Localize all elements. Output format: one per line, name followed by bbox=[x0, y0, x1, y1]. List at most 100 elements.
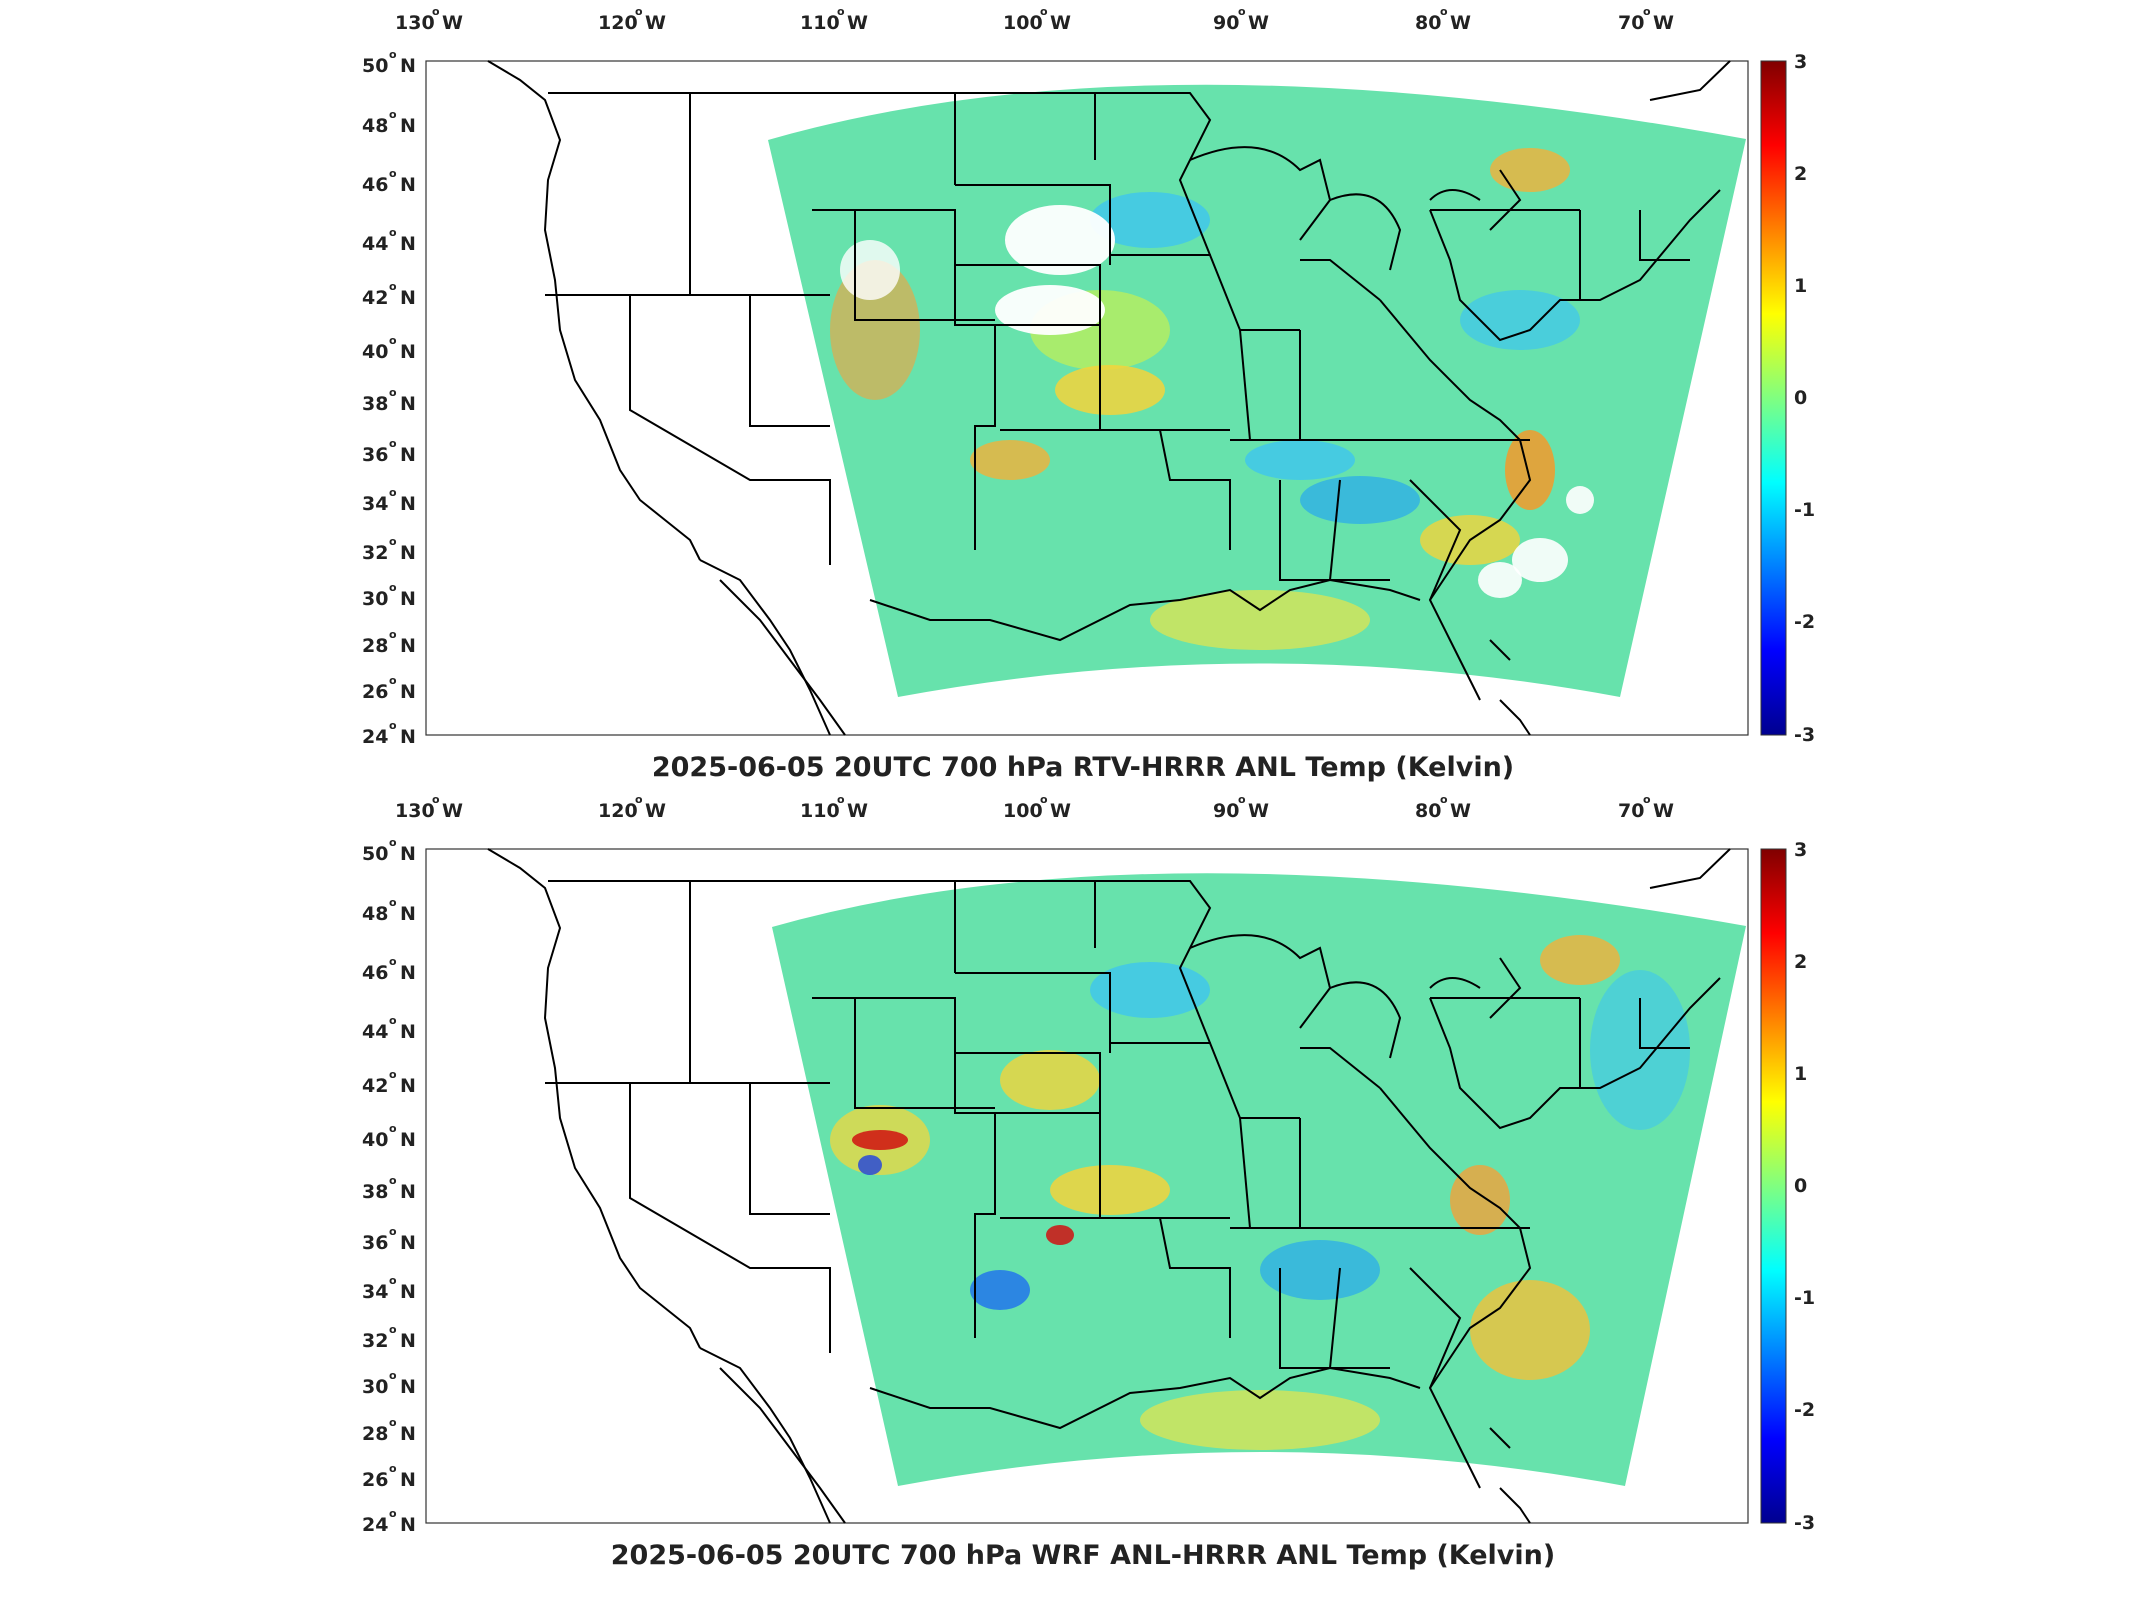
svg-text:44: 44 bbox=[362, 233, 388, 255]
svg-text:N: N bbox=[400, 1021, 416, 1043]
svg-text:N: N bbox=[400, 1281, 416, 1303]
svg-text:W: W bbox=[1050, 12, 1071, 34]
svg-text:N: N bbox=[400, 393, 416, 415]
colorbar-tick-1-3: 0 bbox=[1794, 387, 1807, 409]
field-patches-2 bbox=[830, 935, 1690, 1450]
map-frame-2 bbox=[425, 848, 1749, 1524]
svg-text:120: 120 bbox=[598, 12, 638, 34]
svg-text:o: o bbox=[389, 1068, 397, 1081]
svg-text:o: o bbox=[389, 280, 397, 293]
svg-text:o: o bbox=[389, 486, 397, 499]
svg-text:N: N bbox=[400, 444, 416, 466]
svg-text:W: W bbox=[847, 12, 868, 34]
svg-text:o: o bbox=[389, 1174, 397, 1187]
colorbar-tick-2-0: 3 bbox=[1794, 839, 1807, 861]
panel-title-1: 2025-06-05 20UTC 700 hPa RTV-HRRR ANL Te… bbox=[652, 752, 1514, 783]
svg-text:o: o bbox=[389, 334, 397, 347]
svg-text:o: o bbox=[432, 5, 440, 18]
colorbar-tick-2-1: 2 bbox=[1794, 951, 1807, 973]
svg-text:o: o bbox=[1238, 793, 1246, 806]
svg-text:N: N bbox=[400, 1330, 416, 1352]
colorbar-tick-1-5: -2 bbox=[1794, 611, 1815, 633]
svg-text:130: 130 bbox=[395, 800, 435, 822]
svg-text:90: 90 bbox=[1213, 800, 1239, 822]
svg-text:110: 110 bbox=[800, 12, 840, 34]
svg-text:N: N bbox=[400, 726, 416, 748]
svg-text:o: o bbox=[389, 581, 397, 594]
svg-text:o: o bbox=[389, 1323, 397, 1336]
colorbar-tick-2-3: 0 bbox=[1794, 1175, 1807, 1197]
svg-text:50: 50 bbox=[362, 843, 388, 865]
coastline-and-borders-2 bbox=[487, 848, 1731, 1524]
colorbar-tick-2-4: -1 bbox=[1794, 1287, 1815, 1309]
svg-text:o: o bbox=[389, 674, 397, 687]
svg-text:110: 110 bbox=[800, 800, 840, 822]
svg-text:W: W bbox=[645, 12, 666, 34]
svg-text:o: o bbox=[389, 108, 397, 121]
svg-text:W: W bbox=[1450, 12, 1471, 34]
svg-text:N: N bbox=[400, 174, 416, 196]
svg-text:o: o bbox=[1040, 793, 1048, 806]
svg-text:o: o bbox=[389, 955, 397, 968]
colorbar-2: 3 2 1 0 -1 -2 -3 bbox=[1760, 839, 1815, 1534]
svg-text:W: W bbox=[1450, 800, 1471, 822]
svg-text:36: 36 bbox=[362, 444, 388, 466]
coastline-and-borders-1 bbox=[487, 60, 1731, 736]
svg-text:N: N bbox=[400, 341, 416, 363]
svg-text:N: N bbox=[400, 962, 416, 984]
svg-text:N: N bbox=[400, 1129, 416, 1151]
svg-text:o: o bbox=[389, 896, 397, 909]
svg-text:38: 38 bbox=[362, 393, 388, 415]
svg-text:N: N bbox=[400, 635, 416, 657]
svg-text:W: W bbox=[442, 800, 463, 822]
colorbar-tick-1-0: 3 bbox=[1794, 51, 1807, 73]
svg-text:32: 32 bbox=[362, 1330, 388, 1352]
panel-title-2: 2025-06-05 20UTC 700 hPa WRF ANL-HRRR AN… bbox=[611, 1540, 1555, 1571]
svg-text:o: o bbox=[1040, 5, 1048, 18]
svg-text:o: o bbox=[389, 386, 397, 399]
svg-text:o: o bbox=[389, 1014, 397, 1027]
svg-text:N: N bbox=[400, 681, 416, 703]
svg-text:o: o bbox=[1440, 5, 1448, 18]
svg-text:44: 44 bbox=[362, 1021, 388, 1043]
svg-text:o: o bbox=[389, 167, 397, 180]
svg-text:o: o bbox=[389, 1462, 397, 1475]
svg-text:o: o bbox=[837, 793, 845, 806]
svg-text:70: 70 bbox=[1618, 800, 1644, 822]
svg-text:o: o bbox=[635, 793, 643, 806]
svg-text:26: 26 bbox=[362, 1469, 388, 1491]
svg-text:N: N bbox=[400, 287, 416, 309]
svg-text:N: N bbox=[400, 1075, 416, 1097]
colorbar-tick-1-4: -1 bbox=[1794, 499, 1815, 521]
svg-text:40: 40 bbox=[362, 341, 388, 363]
svg-text:W: W bbox=[1248, 800, 1269, 822]
svg-text:N: N bbox=[400, 115, 416, 137]
colorbar-tick-2-2: 1 bbox=[1794, 1063, 1807, 1085]
svg-text:o: o bbox=[389, 1369, 397, 1382]
